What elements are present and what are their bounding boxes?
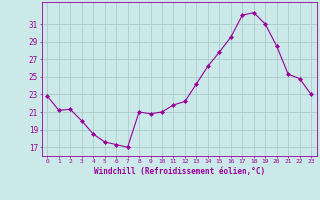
X-axis label: Windchill (Refroidissement éolien,°C): Windchill (Refroidissement éolien,°C)	[94, 167, 265, 176]
